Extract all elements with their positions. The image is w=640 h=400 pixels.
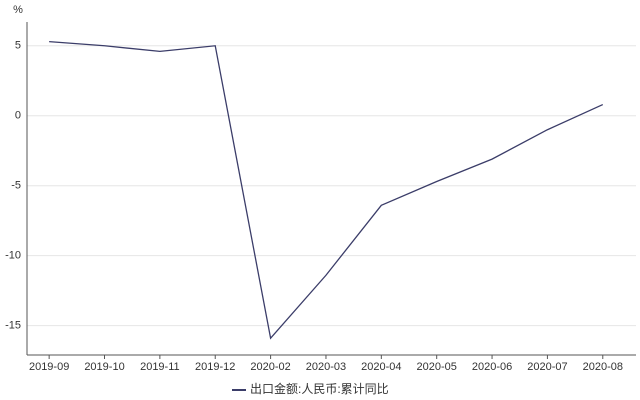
y-unit: %: [13, 4, 23, 16]
x-tick-label: 2019-09: [29, 361, 69, 373]
x-tick-label: 2020-07: [527, 361, 567, 373]
x-tick-label: 2019-12: [195, 361, 235, 373]
x-tick-label: 2019-10: [84, 361, 124, 373]
y-tick-label: -10: [5, 250, 21, 262]
y-tick-label: 0: [15, 110, 21, 122]
x-tick-label: 2020-08: [583, 361, 623, 373]
x-tick-label: 2019-11: [140, 361, 180, 373]
x-tick-label: 2020-06: [472, 361, 512, 373]
x-tick-label: 2020-02: [250, 361, 290, 373]
y-tick-label: -5: [11, 180, 21, 192]
x-tick-label: 2020-05: [417, 361, 457, 373]
legend-label: 出口金额:人民币:累计同比: [250, 381, 389, 396]
y-tick-label: -15: [5, 320, 21, 332]
data-line: [49, 40, 604, 340]
y-tick-label: 5: [15, 40, 21, 52]
x-tick-label: 2020-04: [361, 361, 401, 373]
x-tick-label: 2020-03: [306, 361, 346, 373]
